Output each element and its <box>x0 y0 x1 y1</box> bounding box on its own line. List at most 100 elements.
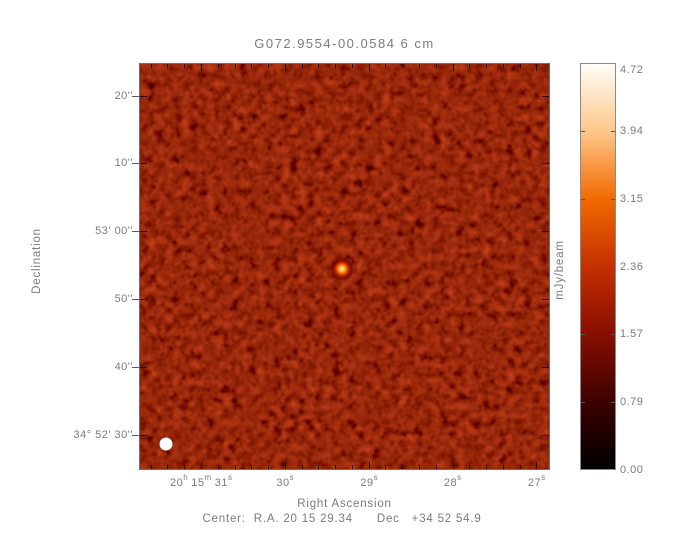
tick-mark <box>217 64 219 68</box>
tick-mark <box>419 465 420 469</box>
point-source <box>330 257 354 281</box>
y-tick-label: 53' 00'' <box>95 225 133 238</box>
tick-mark <box>251 465 253 469</box>
tick-mark <box>301 465 303 469</box>
tick-mark <box>581 402 585 404</box>
colorbar-tick-label: 3.94 <box>620 124 644 137</box>
tick-mark <box>140 434 147 436</box>
tick-mark <box>435 465 437 469</box>
tick-mark <box>611 130 615 132</box>
tick-mark <box>184 64 186 68</box>
tick-mark <box>132 299 139 301</box>
tick-mark <box>140 299 147 301</box>
tick-mark <box>140 163 147 165</box>
tick-mark <box>132 231 139 233</box>
tick-mark <box>581 198 585 200</box>
tick-mark <box>542 231 549 233</box>
tick-mark <box>486 465 488 469</box>
tick-mark <box>536 462 538 469</box>
tick-mark <box>335 64 337 68</box>
tick-mark <box>140 95 147 97</box>
tick-mark <box>368 462 370 469</box>
x-tick-label: 30s <box>276 473 294 489</box>
y-axis-title: Declination <box>31 228 43 294</box>
tick-mark <box>167 465 169 469</box>
x-tick-label: 27s <box>527 473 546 489</box>
y-tick-label: 34° 52' 30'' <box>73 428 133 441</box>
sky-map-image <box>140 64 549 469</box>
tick-mark <box>351 64 353 68</box>
tick-mark <box>234 64 236 68</box>
y-tick-label: 50'' <box>114 293 133 306</box>
x-tick-label: 29s <box>360 473 378 489</box>
tick-mark <box>402 64 404 68</box>
tick-mark <box>201 462 202 469</box>
tick-mark <box>251 64 253 68</box>
figure-title: G072.9554-00.0584 6 cm <box>254 36 435 51</box>
colorbar-tick-label: 0.79 <box>620 396 644 409</box>
tick-mark <box>385 465 387 469</box>
tick-mark <box>542 367 549 368</box>
tick-mark <box>184 465 186 469</box>
tick-mark <box>132 95 139 97</box>
x-tick-label: 28s <box>443 473 462 489</box>
tick-mark <box>469 64 471 68</box>
tick-mark <box>542 163 549 165</box>
colorbar-tick-label: 1.57 <box>620 328 644 341</box>
colorbar-tick-label: 3.15 <box>620 192 644 205</box>
tick-mark <box>581 266 585 268</box>
x-axis-title: Right Ascension <box>297 498 392 510</box>
tick-mark <box>132 367 139 368</box>
colorbar-tick-label: 0.00 <box>620 464 644 476</box>
tick-mark <box>351 465 353 469</box>
y-tick-label: 40'' <box>114 361 133 373</box>
tick-mark <box>217 465 219 469</box>
tick-mark <box>368 64 370 71</box>
tick-mark <box>335 465 337 469</box>
tick-mark <box>385 64 387 68</box>
tick-mark <box>611 266 615 268</box>
tick-mark <box>542 299 549 301</box>
tick-mark <box>268 465 270 469</box>
tick-mark <box>581 130 585 132</box>
beam-ellipse <box>159 437 173 451</box>
tick-mark <box>284 64 286 71</box>
tick-mark <box>132 163 139 165</box>
tick-mark <box>132 434 139 436</box>
field-center-annotation: Center: R.A. 20 15 29.34 Dec +34 52 54.9 <box>202 513 482 525</box>
tick-mark <box>140 367 147 368</box>
tick-mark <box>419 64 420 68</box>
tick-mark <box>611 334 615 336</box>
tick-mark <box>150 465 152 469</box>
colorbar-tick-label: 2.36 <box>620 260 644 273</box>
tick-mark <box>167 64 169 68</box>
tick-mark <box>469 465 471 469</box>
tick-mark <box>519 465 521 469</box>
tick-mark <box>402 465 404 469</box>
tick-mark <box>542 434 549 436</box>
tick-mark <box>581 334 585 336</box>
tick-mark <box>502 465 504 469</box>
tick-mark <box>284 462 286 469</box>
x-tick-label: 20h 15m 31s <box>170 473 232 489</box>
tick-mark <box>542 95 549 97</box>
tick-mark <box>502 64 504 68</box>
tick-mark <box>536 64 538 71</box>
tick-mark <box>486 64 488 68</box>
sky-map <box>139 63 550 470</box>
tick-mark <box>268 64 270 68</box>
tick-mark <box>611 402 615 404</box>
tick-mark <box>435 64 437 68</box>
tick-mark <box>150 64 152 68</box>
tick-mark <box>452 462 454 469</box>
tick-mark <box>201 64 202 71</box>
colorbar-axis-title: mJy/beam <box>554 240 566 300</box>
tick-mark <box>519 64 521 68</box>
tick-mark <box>318 64 320 68</box>
y-tick-label: 20'' <box>114 89 133 102</box>
tick-mark <box>301 64 303 68</box>
colorbar-tick-label: 4.72 <box>620 64 644 76</box>
y-tick-label: 10'' <box>114 157 133 170</box>
tick-mark <box>234 465 236 469</box>
